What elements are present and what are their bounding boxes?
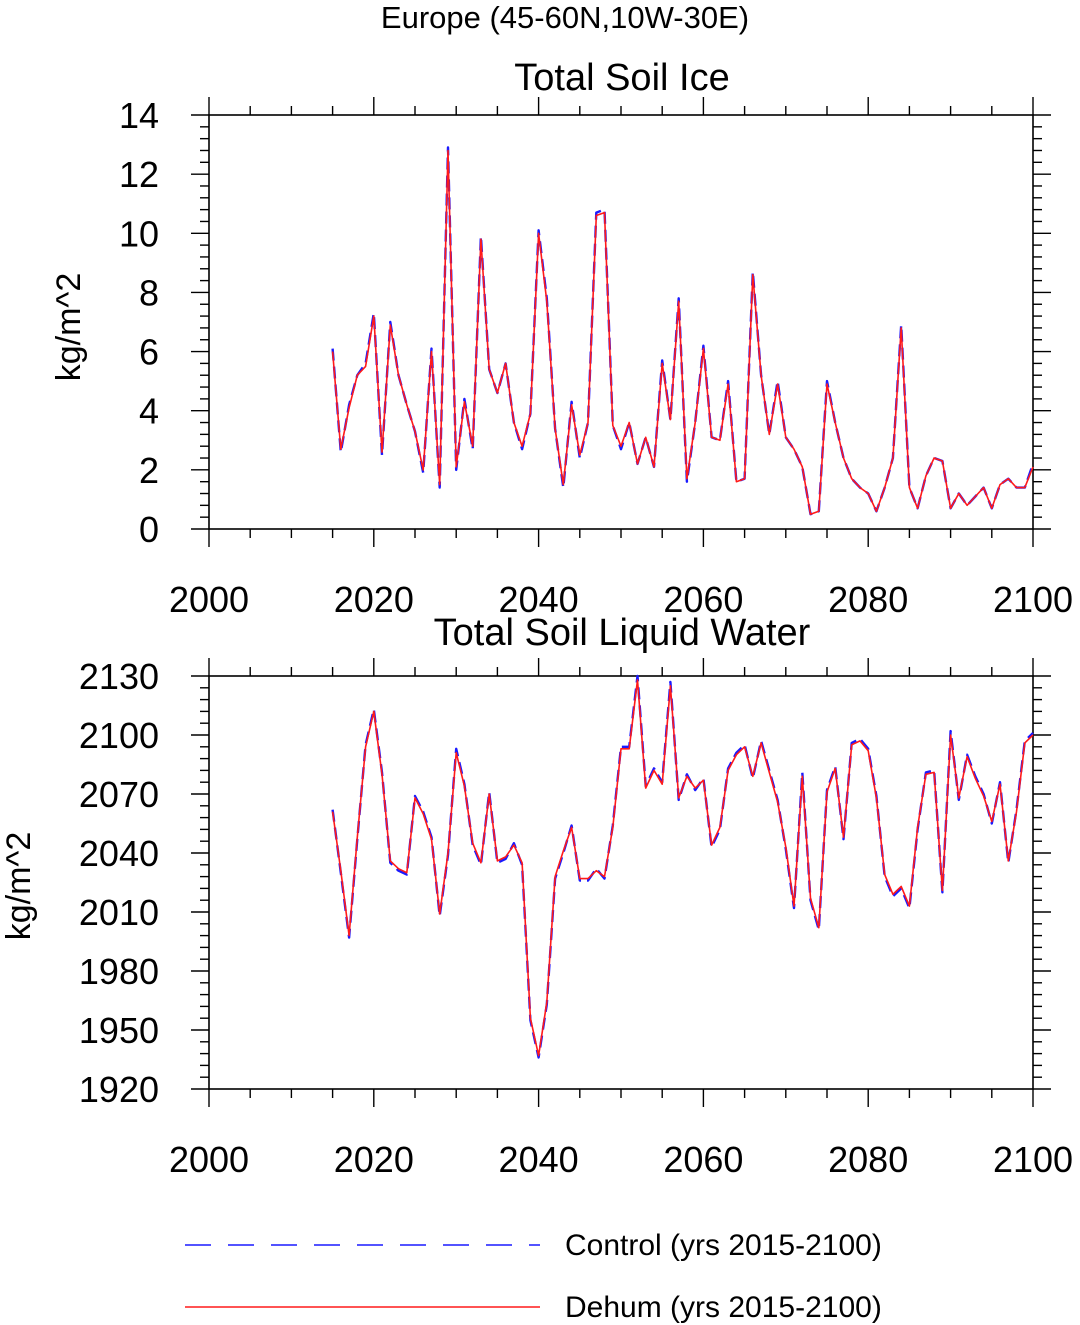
total-soil-ice-title: Total Soil Ice bbox=[514, 57, 729, 99]
soil-liquid-dehum-series-line bbox=[331, 679, 1034, 1057]
soil-liquid-y-tick-label: 2100 bbox=[79, 715, 159, 756]
legend-dehum-label: Dehum (yrs 2015-2100) bbox=[565, 1291, 882, 1324]
soil-liquid-control-series-line bbox=[331, 674, 1034, 1059]
soil-ice-y-tick-label: 6 bbox=[139, 332, 159, 373]
total-soil-liquid-water-title: Total Soil Liquid Water bbox=[434, 612, 811, 654]
soil-ice-y-tick-label: 8 bbox=[139, 272, 159, 313]
soil-ice-y-tick-label: 2 bbox=[139, 450, 159, 491]
soil-ice-x-tick-label: 2040 bbox=[499, 579, 579, 620]
soil-liquid-x-tick-label: 2020 bbox=[334, 1139, 414, 1180]
soil-liquid-y-tick-label: 2040 bbox=[79, 833, 159, 874]
soil-liquid-y-tick-label: 1950 bbox=[79, 1010, 159, 1051]
soil-ice-y-tick-label: 0 bbox=[139, 509, 159, 550]
total-soil-ice-ylabel: kg/m^2 bbox=[50, 273, 88, 382]
legend: Control (yrs 2015-2100) Dehum (yrs 2015-… bbox=[185, 1229, 882, 1324]
soil-ice-x-tick-label: 2080 bbox=[828, 579, 908, 620]
total-soil-liquid-water-ylabel: kg/m^2 bbox=[0, 832, 38, 941]
soil-liquid-y-tick-label: 2010 bbox=[79, 892, 159, 933]
soil-liquid-x-tick-label: 2100 bbox=[993, 1139, 1073, 1180]
soil-liquid-y-tick-label: 1920 bbox=[79, 1069, 159, 1110]
legend-control-label: Control (yrs 2015-2100) bbox=[565, 1229, 882, 1262]
soil-ice-x-tick-label: 2000 bbox=[169, 579, 249, 620]
soil-liquid-x-tick-label: 2060 bbox=[663, 1139, 743, 1180]
soil-liquid-y-tick-label: 1980 bbox=[79, 951, 159, 992]
soil-ice-y-tick-label: 14 bbox=[119, 95, 159, 136]
figure-title: Europe (45-60N,10W-30E) bbox=[381, 0, 749, 35]
soil-liquid-x-tick-label: 2080 bbox=[828, 1139, 908, 1180]
soil-liquid-y-tick-label: 2070 bbox=[79, 774, 159, 815]
soil-liquid-x-tick-label: 2040 bbox=[499, 1139, 579, 1180]
soil-liquid-y-tick-label: 2130 bbox=[79, 656, 159, 697]
soil-ice-y-tick-label: 12 bbox=[119, 154, 159, 195]
soil-ice-y-tick-label: 10 bbox=[119, 213, 159, 254]
soil-ice-x-tick-label: 2060 bbox=[663, 579, 743, 620]
soil-liquid-x-tick-label: 2000 bbox=[169, 1139, 249, 1180]
soil-ice-dehum-series-line bbox=[331, 149, 1034, 516]
total-soil-liquid-water-panel: Total Soil Liquid Water kg/m^2 2000 2020 2… bbox=[0, 612, 1073, 1180]
soil-liquid-plot-frame bbox=[208, 675, 1034, 1090]
total-soil-ice-panel: Total Soil Ice kg/m^2 2000 2020 2040 2060 20… bbox=[50, 57, 1073, 620]
soil-ice-x-tick-label: 2020 bbox=[334, 579, 414, 620]
soil-ice-x-tick-label: 2100 bbox=[993, 579, 1073, 620]
soil-ice-y-tick-label: 4 bbox=[139, 391, 159, 432]
